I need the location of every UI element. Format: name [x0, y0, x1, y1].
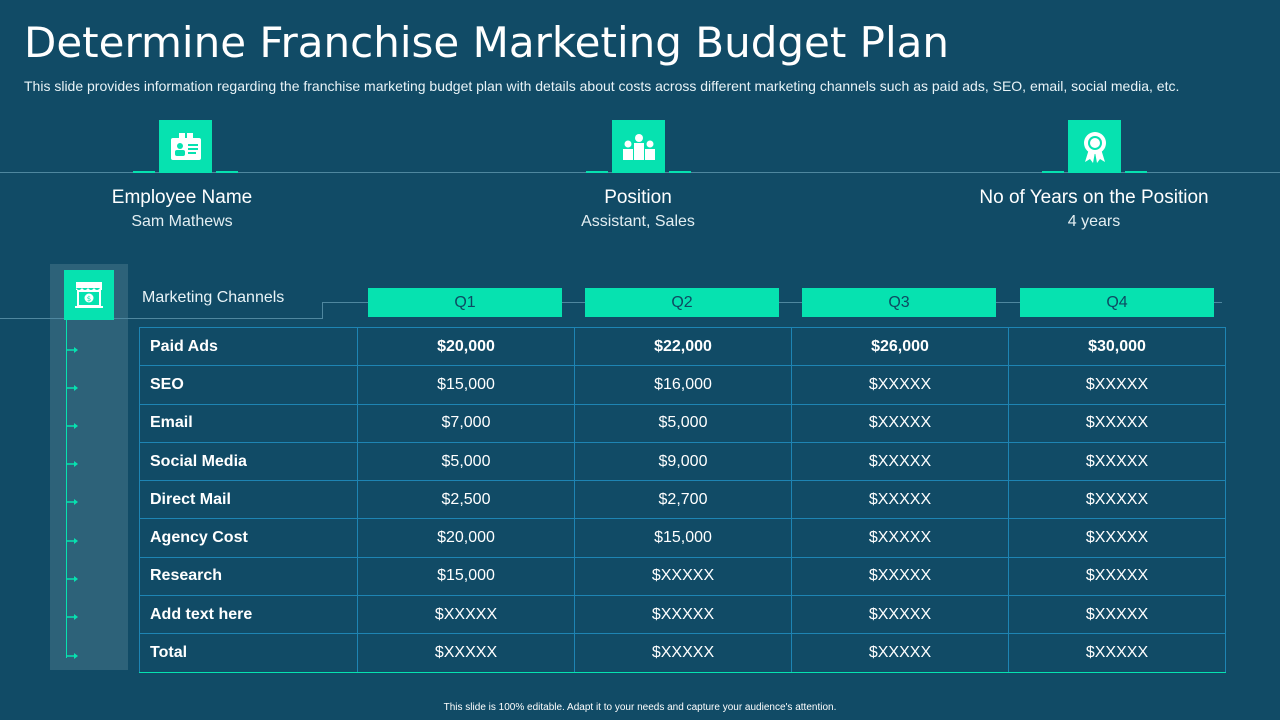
table-cell: $15,000 [357, 365, 575, 405]
page-title: Determine Franchise Marketing Budget Pla… [24, 18, 950, 67]
quarter-header-q1: Q1 [368, 288, 562, 317]
table-cell: $XXXXX [1008, 480, 1226, 520]
quarter-header-q3: Q3 [802, 288, 996, 317]
table-cell: $XXXXX [1008, 633, 1226, 673]
table-cell: $26,000 [791, 326, 1009, 367]
award-ribbon-icon [1042, 120, 1147, 173]
connector-line [322, 302, 323, 319]
table-cell: $2,500 [357, 480, 575, 520]
quarter-header-q4: Q4 [1020, 288, 1214, 317]
table-cell: $XXXXX [1008, 403, 1226, 443]
table-row: SEO $15,000 $16,000 $XXXXX $XXXXX [139, 365, 1226, 405]
table-cell: $XXXXX [791, 556, 1009, 597]
table-row: Add text here $XXXXX $XXXXX $XXXXX $XXXX… [139, 595, 1226, 635]
table-cell: $XXXXX [791, 403, 1009, 443]
table-cell: $XXXXX [1008, 556, 1226, 597]
table-cell: $15,000 [574, 518, 792, 558]
team-icon [586, 120, 691, 173]
arrow-right-icon [66, 609, 80, 620]
table-cell: $XXXXX [574, 556, 792, 597]
table-cell: $15,000 [357, 556, 575, 597]
years-value: 4 years [1067, 213, 1121, 230]
row-label: SEO [139, 365, 358, 405]
connector-line [0, 318, 322, 319]
table-cell: $XXXXX [574, 633, 792, 673]
table-cell: $5,000 [574, 403, 792, 443]
arrow-right-icon [66, 380, 80, 391]
table-cell: $XXXXX [791, 633, 1009, 673]
table-row: Email $7,000 $5,000 $XXXXX $XXXXX [139, 403, 1226, 443]
table-cell: $XXXXX [1008, 441, 1226, 482]
budget-table: Paid Ads $20,000 $22,000 $26,000 $30,000… [139, 326, 1226, 673]
table-cell: $XXXXX [791, 480, 1009, 520]
employee-name-label: Employee Name [111, 187, 253, 208]
row-label: Total [139, 633, 358, 673]
sidebar-panel [50, 264, 128, 670]
table-cell: $XXXXX [791, 441, 1009, 482]
quarter-header-q2: Q2 [585, 288, 779, 317]
table-cell: $XXXXX [574, 595, 792, 635]
employee-name-value: Sam Mathews [131, 213, 233, 230]
position-value: Assistant, Sales [581, 213, 695, 230]
arrow-right-icon [66, 456, 80, 467]
storefront-icon: $ [64, 270, 114, 320]
timeline-line [66, 320, 67, 658]
row-label: Email [139, 403, 358, 443]
table-cell: $XXXXX [1008, 518, 1226, 558]
position-label: Position [604, 187, 672, 208]
marketing-channels-label: Marketing Channels [142, 289, 285, 306]
table-cell: $XXXXX [791, 518, 1009, 558]
table-cell: $XXXXX [791, 595, 1009, 635]
table-cell: $7,000 [357, 403, 575, 443]
years-label: No of Years on the Position [979, 187, 1209, 208]
arrow-right-icon [66, 571, 80, 582]
table-cell: $5,000 [357, 441, 575, 482]
table-row: Direct Mail $2,500 $2,700 $XXXXX $XXXXX [139, 480, 1226, 520]
table-cell: $XXXXX [357, 595, 575, 635]
arrow-right-icon [66, 648, 80, 659]
svg-text:$: $ [87, 295, 91, 303]
row-label: Add text here [139, 595, 358, 635]
table-cell: $20,000 [357, 518, 575, 558]
row-label: Research [139, 556, 358, 597]
page-subtitle: This slide provides information regardin… [24, 78, 1180, 94]
id-card-icon [133, 120, 238, 173]
arrow-right-icon [66, 418, 80, 429]
arrow-right-icon [66, 342, 80, 353]
table-row: Research $15,000 $XXXXX $XXXXX $XXXXX [139, 556, 1226, 597]
arrow-right-icon [66, 494, 80, 505]
table-row: Paid Ads $20,000 $22,000 $26,000 $30,000 [139, 326, 1226, 367]
table-cell: $9,000 [574, 441, 792, 482]
table-row: Social Media $5,000 $9,000 $XXXXX $XXXXX [139, 441, 1226, 482]
row-label: Agency Cost [139, 518, 358, 558]
arrow-right-icon [66, 533, 80, 544]
table-cell: $30,000 [1008, 326, 1226, 367]
table-row: Agency Cost $20,000 $15,000 $XXXXX $XXXX… [139, 518, 1226, 558]
table-row: Total $XXXXX $XXXXX $XXXXX $XXXXX [139, 633, 1226, 673]
table-cell: $16,000 [574, 365, 792, 405]
row-label: Social Media [139, 441, 358, 482]
row-label: Direct Mail [139, 480, 358, 520]
table-cell: $XXXXX [357, 633, 575, 673]
table-cell: $22,000 [574, 326, 792, 367]
table-cell: $XXXXX [1008, 365, 1226, 405]
row-label: Paid Ads [139, 326, 358, 367]
table-cell: $2,700 [574, 480, 792, 520]
table-cell: $XXXXX [1008, 595, 1226, 635]
table-cell: $20,000 [357, 326, 575, 367]
footer-note: This slide is 100% editable. Adapt it to… [443, 702, 837, 713]
table-cell: $XXXXX [791, 365, 1009, 405]
